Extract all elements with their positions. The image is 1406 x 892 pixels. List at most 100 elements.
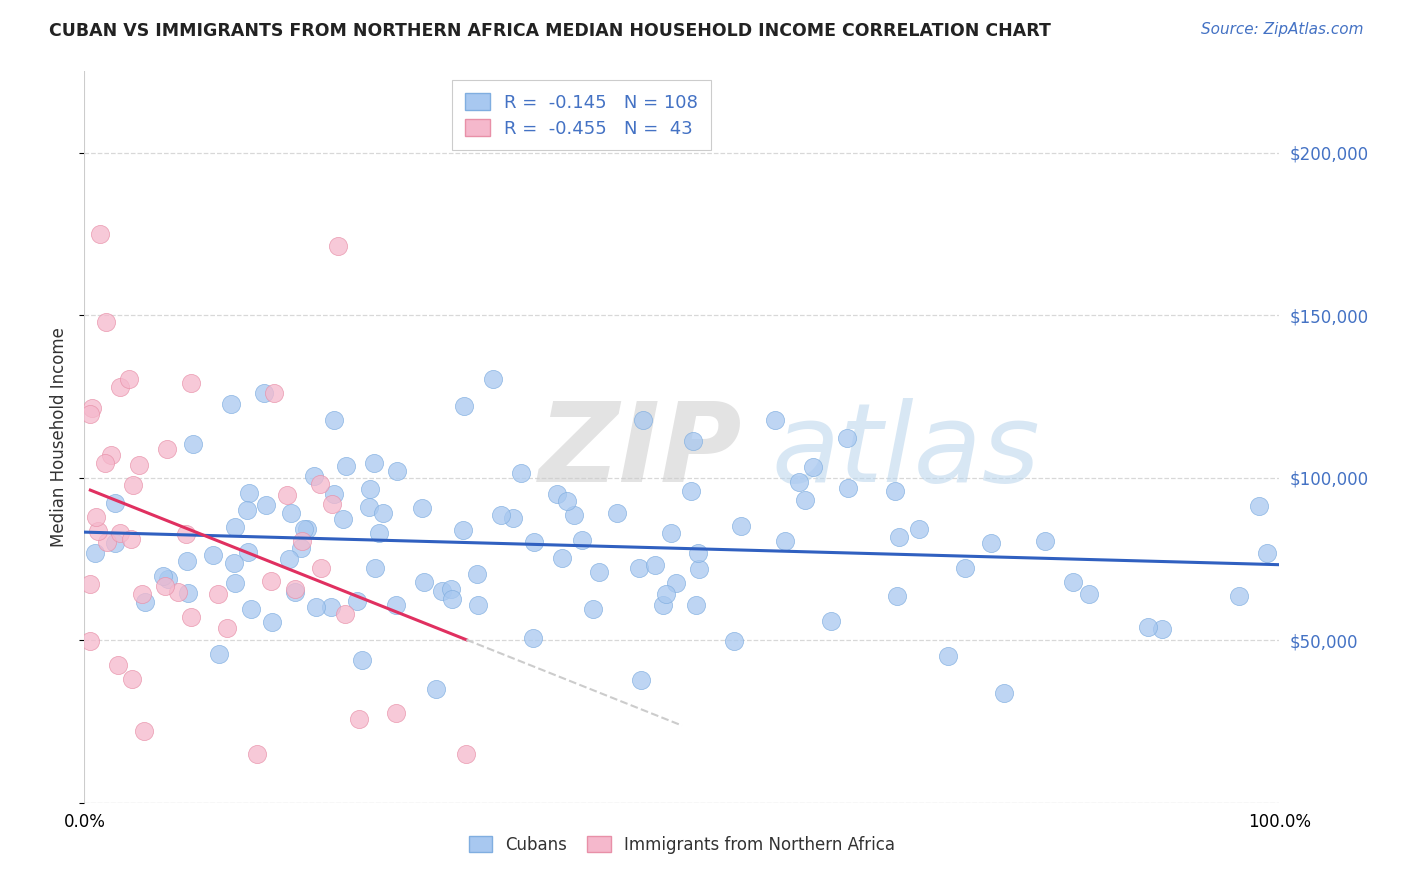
Point xyxy=(155,579,177,593)
Point xyxy=(321,497,343,511)
Point xyxy=(94,315,117,329)
Point xyxy=(546,487,568,501)
Point xyxy=(260,574,283,588)
Point xyxy=(631,412,654,426)
Point xyxy=(723,634,745,648)
Point xyxy=(284,582,307,596)
Point xyxy=(644,558,666,572)
Point xyxy=(347,712,370,726)
Point xyxy=(1150,622,1173,636)
Point xyxy=(820,614,842,628)
Point xyxy=(309,560,332,574)
Point xyxy=(794,493,817,508)
Point xyxy=(1077,587,1099,601)
Point xyxy=(887,530,910,544)
Point xyxy=(79,633,101,648)
Point xyxy=(837,482,859,496)
Point xyxy=(688,561,710,575)
Point xyxy=(482,372,505,386)
Point xyxy=(180,609,202,624)
Point xyxy=(980,536,1002,550)
Point xyxy=(682,434,704,448)
Point xyxy=(688,546,710,560)
Point xyxy=(665,575,688,590)
Point xyxy=(907,522,929,536)
Point xyxy=(523,535,546,549)
Text: Source: ZipAtlas.com: Source: ZipAtlas.com xyxy=(1201,22,1364,37)
Point xyxy=(236,503,259,517)
Point xyxy=(551,550,574,565)
Point xyxy=(588,566,610,580)
Point xyxy=(367,525,389,540)
Legend: Cubans, Immigrants from Northern Africa: Cubans, Immigrants from Northern Africa xyxy=(463,829,901,860)
Point xyxy=(886,589,908,603)
Point xyxy=(884,483,907,498)
Point xyxy=(522,631,544,645)
Point xyxy=(82,401,104,415)
Point xyxy=(346,594,368,608)
Point xyxy=(456,747,478,761)
Point xyxy=(283,585,305,599)
Point xyxy=(453,399,475,413)
Point xyxy=(606,507,628,521)
Point xyxy=(290,541,312,555)
Point xyxy=(246,747,269,761)
Point xyxy=(224,576,246,591)
Point xyxy=(260,615,283,629)
Point xyxy=(207,587,229,601)
Point xyxy=(89,227,111,241)
Point xyxy=(100,449,122,463)
Point xyxy=(651,599,673,613)
Point xyxy=(84,509,107,524)
Point xyxy=(384,598,406,612)
Point xyxy=(1227,589,1250,603)
Point xyxy=(1137,620,1160,634)
Point xyxy=(489,508,512,522)
Point xyxy=(131,587,153,601)
Point xyxy=(201,548,224,562)
Point xyxy=(953,561,976,575)
Point xyxy=(363,456,385,470)
Text: CUBAN VS IMMIGRANTS FROM NORTHERN AFRICA MEDIAN HOUSEHOLD INCOME CORRELATION CHA: CUBAN VS IMMIGRANTS FROM NORTHERN AFRICA… xyxy=(49,22,1052,40)
Point xyxy=(679,483,702,498)
Point xyxy=(291,533,314,548)
Point xyxy=(79,407,101,421)
Point xyxy=(118,371,141,385)
Point xyxy=(295,522,318,536)
Point xyxy=(96,534,118,549)
Point xyxy=(276,488,298,502)
Point xyxy=(1033,534,1056,549)
Point xyxy=(993,686,1015,700)
Point xyxy=(278,552,301,566)
Point xyxy=(292,522,315,536)
Point xyxy=(254,498,277,512)
Point xyxy=(787,475,810,489)
Point xyxy=(371,506,394,520)
Point xyxy=(385,706,408,720)
Point xyxy=(174,527,197,541)
Point xyxy=(654,587,676,601)
Point xyxy=(121,673,143,687)
Point xyxy=(280,506,302,520)
Point xyxy=(208,647,231,661)
Point xyxy=(215,621,238,635)
Point xyxy=(79,577,101,591)
Point xyxy=(323,413,346,427)
Point xyxy=(801,459,824,474)
Point xyxy=(238,486,260,500)
Point xyxy=(439,582,461,596)
Point xyxy=(413,575,436,590)
Point xyxy=(555,494,578,508)
Point xyxy=(110,380,132,394)
Point xyxy=(411,500,433,515)
Point xyxy=(1062,575,1084,590)
Point xyxy=(1247,499,1270,513)
Point xyxy=(132,724,156,739)
Point xyxy=(730,519,752,533)
Point xyxy=(104,536,127,550)
Point xyxy=(562,508,585,523)
Point xyxy=(104,496,127,510)
Point xyxy=(238,545,260,559)
Point xyxy=(432,583,454,598)
Point xyxy=(120,532,142,546)
